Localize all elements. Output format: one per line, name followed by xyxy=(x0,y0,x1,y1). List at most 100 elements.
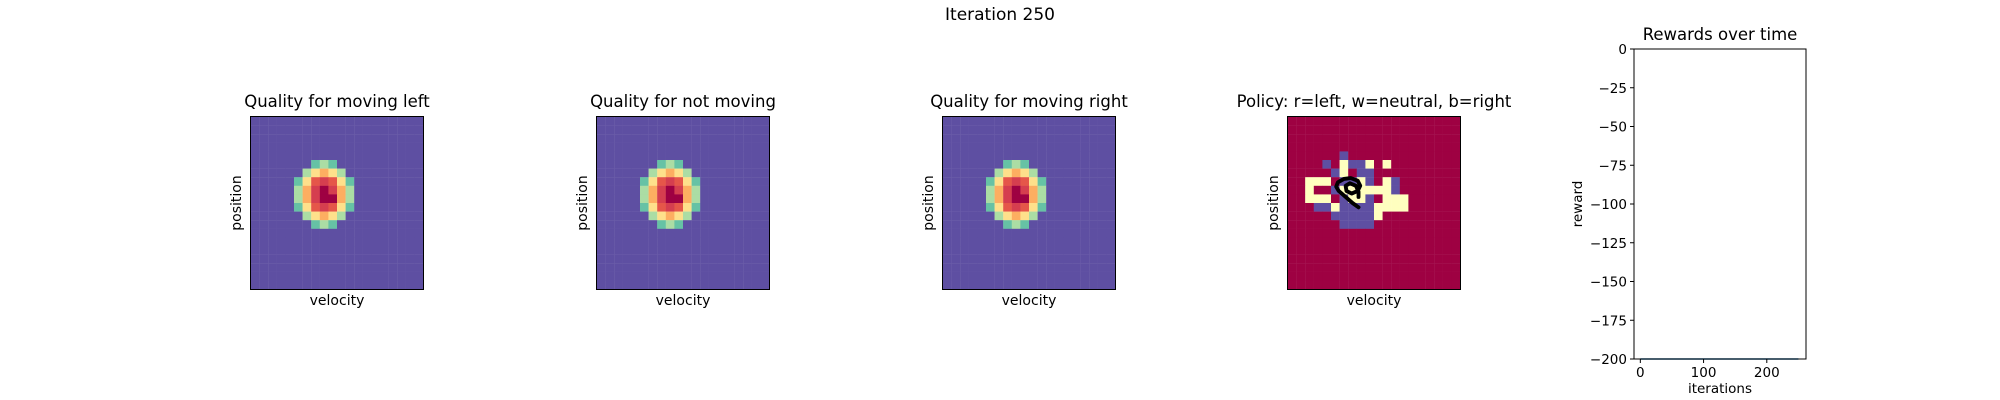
heatmap-cell xyxy=(1063,280,1073,289)
heatmap-cell xyxy=(1003,211,1012,221)
heatmap-cell xyxy=(1029,203,1038,212)
heatmap-cell xyxy=(1365,211,1375,221)
heatmap-cell xyxy=(1451,246,1460,255)
heatmap-cell xyxy=(319,142,329,152)
heatmap-cell xyxy=(1451,177,1460,186)
heatmap-cell xyxy=(414,185,423,195)
heatmap-cell xyxy=(1356,168,1366,178)
heatmap-cell xyxy=(354,125,363,135)
heatmap-cell xyxy=(294,160,303,169)
heatmap-cell xyxy=(674,211,684,221)
heatmap-cell xyxy=(388,168,398,178)
heatmap-cell xyxy=(977,125,987,135)
heatmap-cell xyxy=(1054,168,1064,178)
heatmap-cell xyxy=(648,168,658,178)
heatmap-cell xyxy=(1322,117,1332,126)
heatmap-cell xyxy=(1305,160,1314,169)
heatmap-cell xyxy=(605,211,615,221)
heatmap-cell xyxy=(1425,271,1435,281)
heatmap-cell xyxy=(1106,211,1115,221)
heatmap-quality-neutral xyxy=(596,116,770,290)
heatmap-cell xyxy=(683,160,692,169)
heatmap-cell xyxy=(1434,151,1443,161)
heatmap-cell xyxy=(1391,185,1400,195)
heatmap-cell xyxy=(1313,117,1323,126)
heatmap-cell xyxy=(371,125,381,135)
heatmap-cell xyxy=(1339,185,1349,195)
heatmap-cell xyxy=(597,263,606,272)
heatmap-cell xyxy=(362,194,372,204)
heatmap-cell xyxy=(259,151,269,161)
heatmap-cell xyxy=(986,271,995,281)
heatmap-cell xyxy=(259,211,269,221)
heatmap-cell xyxy=(665,117,675,126)
heatmap-cell xyxy=(1106,117,1115,126)
heatmap-cell xyxy=(994,203,1004,212)
heatmap-cell xyxy=(1451,280,1460,289)
heatmap-cell xyxy=(751,237,761,247)
heatmap-cell xyxy=(362,263,372,272)
heatmap-cell xyxy=(691,177,701,186)
heatmap-cell xyxy=(968,220,978,229)
heatmap-cell xyxy=(1089,263,1098,272)
heatmap-cell xyxy=(1011,254,1021,264)
heatmap-cell xyxy=(345,271,355,281)
heatmap-cell xyxy=(1348,254,1357,264)
heatmap-cell xyxy=(977,151,987,161)
heatmap-cell xyxy=(605,203,615,212)
heatmap-cell xyxy=(319,263,329,272)
heatmap-cell xyxy=(1037,160,1047,169)
heatmap-cell xyxy=(734,271,744,281)
heatmap-cell xyxy=(1046,160,1055,169)
heatmap-cell xyxy=(734,254,744,264)
heatmap-cell xyxy=(302,254,312,264)
heatmap-cell xyxy=(371,177,381,186)
heatmap-cell xyxy=(700,185,709,195)
heatmap-cell xyxy=(285,228,295,238)
heatmap-cell xyxy=(986,185,995,195)
heatmap-cell xyxy=(1417,263,1426,272)
heatmap-cell xyxy=(1106,203,1115,212)
heatmap-cell xyxy=(1106,271,1115,281)
heatmap-cell xyxy=(311,271,320,281)
heatmap-cell xyxy=(1089,220,1098,229)
heatmap-cell xyxy=(1313,271,1323,281)
heatmap-cell xyxy=(968,211,978,221)
heatmap-cell xyxy=(1434,211,1443,221)
heatmap-cell xyxy=(319,237,329,247)
heatmap-cell xyxy=(362,211,372,221)
heatmap-cell xyxy=(268,280,277,289)
x-axis-label: velocity xyxy=(309,293,365,309)
heatmap-cell xyxy=(328,194,338,204)
heatmap-cell xyxy=(1391,211,1400,221)
heatmap-cell xyxy=(414,125,423,135)
heatmap-cell xyxy=(631,177,641,186)
heatmap-cell xyxy=(1331,185,1340,195)
heatmap-cell xyxy=(1313,134,1323,143)
heatmap-cell xyxy=(943,271,952,281)
heatmap-cell xyxy=(1097,254,1107,264)
heatmap-cell xyxy=(614,246,623,255)
heatmap-cell xyxy=(1417,160,1426,169)
heatmap-cell xyxy=(640,237,649,247)
heatmap-cell xyxy=(657,185,666,195)
heatmap-cell xyxy=(251,194,260,204)
heatmap-cell xyxy=(614,125,623,135)
heatmap-cell xyxy=(1348,203,1357,212)
heatmap-cell xyxy=(700,246,709,255)
heatmap-cell xyxy=(362,125,372,135)
heatmap-cell xyxy=(977,117,987,126)
heatmap-cell xyxy=(1288,280,1297,289)
heatmap-cell xyxy=(674,271,684,281)
heatmap-cell xyxy=(683,117,692,126)
heatmap-cell xyxy=(371,134,381,143)
heatmap-cell xyxy=(760,134,769,143)
heatmap-cell xyxy=(1434,246,1443,255)
heatmap-cell xyxy=(362,246,372,255)
heatmap-cell xyxy=(1020,160,1030,169)
heatmap-cell xyxy=(674,151,684,161)
heatmap-cell xyxy=(683,280,692,289)
heatmap-cell xyxy=(708,185,718,195)
heatmap-cell xyxy=(977,211,987,221)
heatmap-cell xyxy=(362,160,372,169)
